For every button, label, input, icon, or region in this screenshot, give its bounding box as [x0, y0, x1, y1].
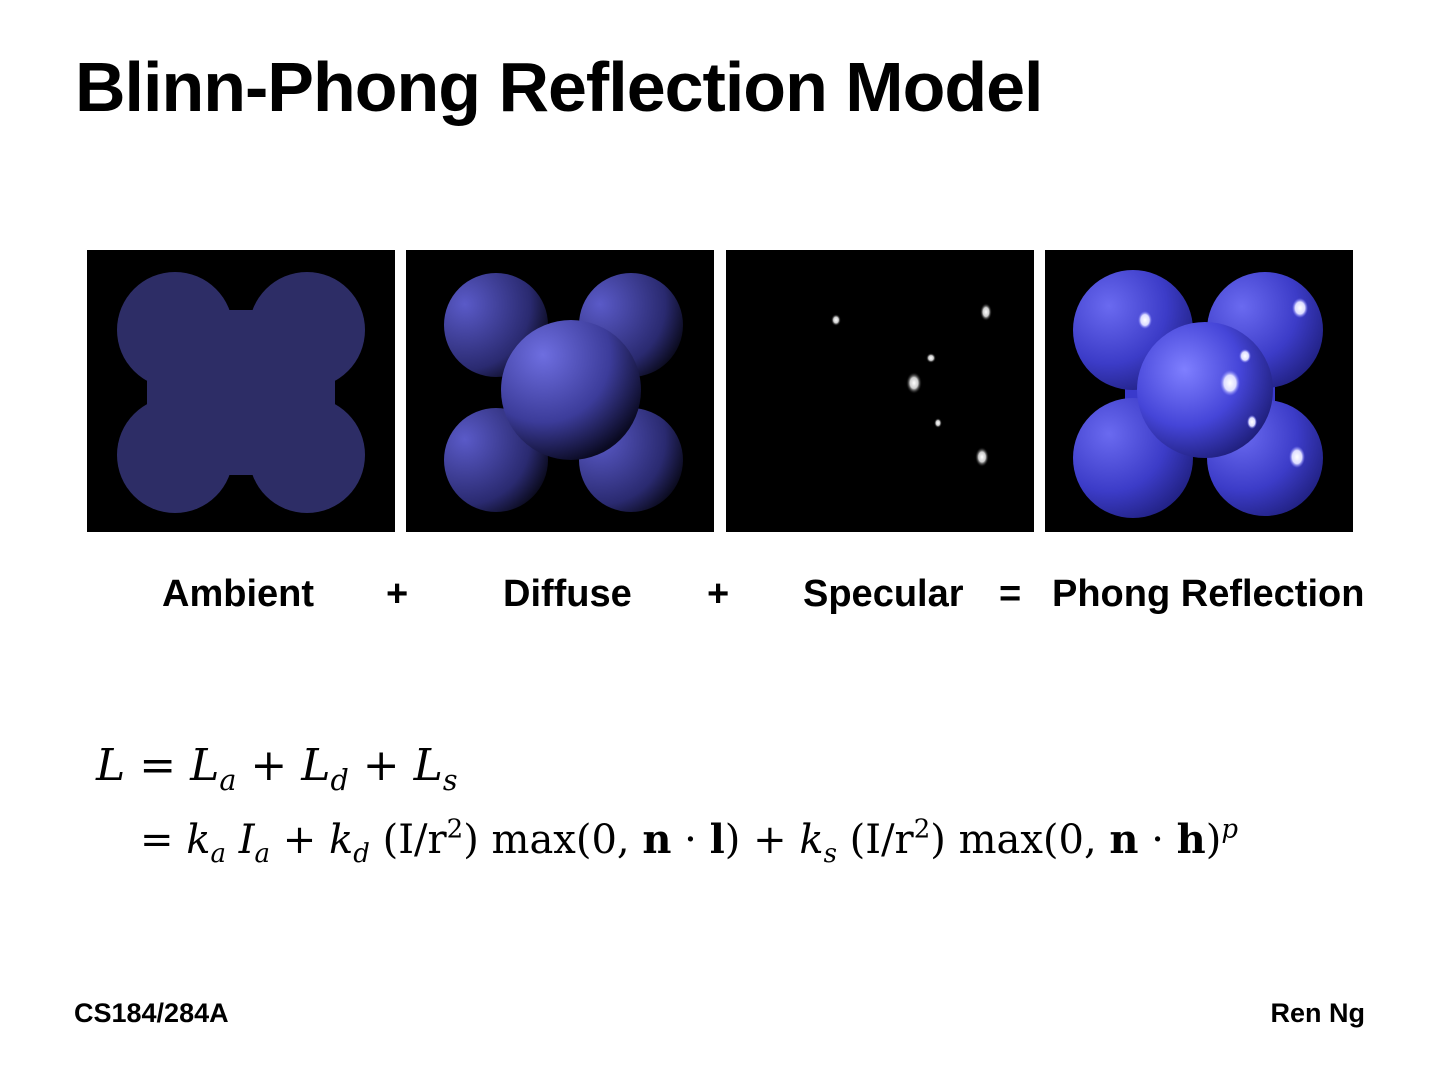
ambient-label: Ambient — [162, 573, 314, 615]
equals-operator: = — [999, 573, 1022, 615]
plus-operator: + — [707, 573, 730, 615]
specular-render-image — [726, 250, 1034, 532]
equation-line-2: = ka Ia + kd (I/r2) max(0, n · l) + ks (… — [140, 814, 1238, 870]
diffuse-render-image — [406, 250, 714, 532]
equation-line-1: L = La + Ld + Ls — [96, 740, 458, 797]
specular-label: Specular — [803, 573, 964, 615]
phong-render-image — [1045, 250, 1353, 532]
author-name: Ren Ng — [1270, 998, 1366, 1028]
diffuse-label: Diffuse — [503, 573, 632, 615]
slide-title: Blinn-Phong Reflection Model — [75, 48, 1043, 126]
plus-operator: + — [386, 573, 409, 615]
ambient-render-image — [87, 250, 395, 532]
course-code: CS184/284A — [74, 998, 229, 1028]
phong-reflection-label: Phong Reflection — [1052, 573, 1365, 615]
